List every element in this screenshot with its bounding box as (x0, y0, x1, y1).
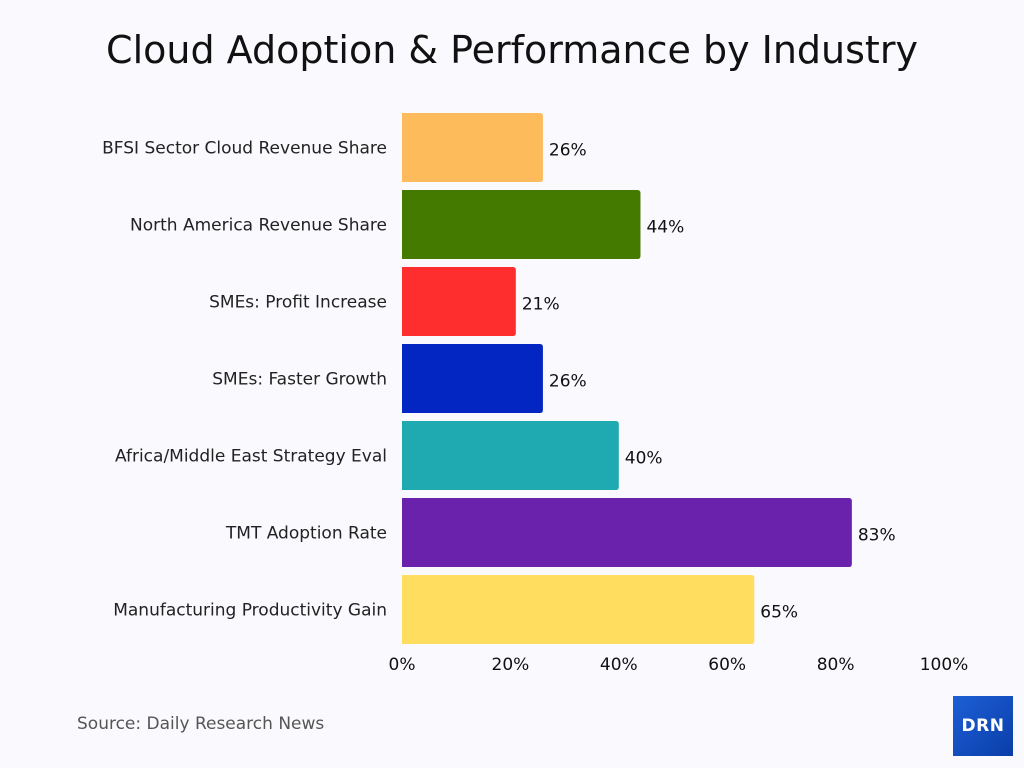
data-label: 83% (858, 526, 896, 546)
data-label: 26% (549, 141, 587, 161)
bar (402, 575, 755, 644)
x-tick-label: 0% (389, 655, 416, 675)
data-label: 44% (646, 218, 684, 238)
category-label: SMEs: Faster Growth (212, 370, 387, 390)
data-label: 26% (549, 372, 587, 392)
source-text: Source: Daily Research News (77, 714, 325, 734)
category-label: TMT Adoption Rate (225, 524, 387, 544)
data-label: 21% (522, 295, 560, 315)
logo-text: DRN (961, 716, 1005, 736)
data-label: 40% (625, 449, 663, 469)
chart-title: Cloud Adoption & Performance by Industry (106, 28, 918, 72)
x-tick-label: 40% (600, 655, 638, 675)
x-tick-label: 20% (492, 655, 530, 675)
category-label: North America Revenue Share (130, 216, 387, 236)
bar (402, 498, 852, 567)
x-tick-label: 80% (817, 655, 855, 675)
data-label: 65% (760, 603, 798, 623)
bar (402, 190, 641, 259)
x-tick-label: 100% (920, 655, 969, 675)
category-label: BFSI Sector Cloud Revenue Share (102, 139, 387, 159)
bar (402, 421, 619, 490)
x-tick-label: 60% (708, 655, 746, 675)
bar (402, 267, 516, 336)
category-label: Manufacturing Productivity Gain (113, 601, 387, 621)
bar (402, 344, 543, 413)
bar (402, 113, 543, 182)
category-label: Africa/Middle East Strategy Eval (115, 447, 387, 467)
drn-logo: DRN (953, 696, 1013, 756)
category-label: SMEs: Profit Increase (209, 293, 387, 313)
